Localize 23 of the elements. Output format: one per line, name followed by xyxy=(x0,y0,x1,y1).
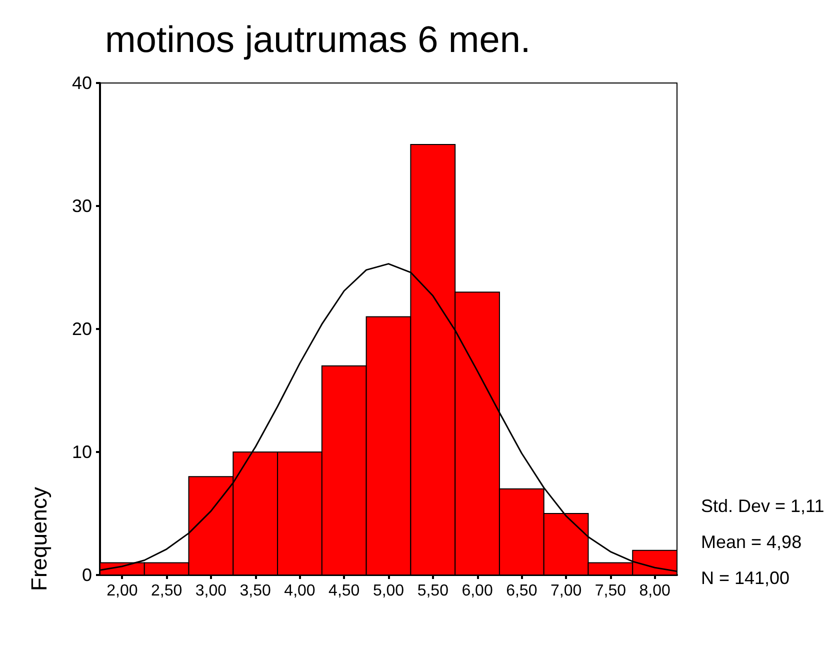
text: Mean = 4,98 xyxy=(701,532,802,552)
y-tick-label: 20 xyxy=(72,319,92,339)
y-tick-label: 40 xyxy=(72,73,92,93)
x-tick-label: 3,50 xyxy=(240,582,272,600)
text: N = 141,00 xyxy=(701,568,790,588)
x-tick-label: 7,00 xyxy=(550,582,582,600)
x-tick-label: 7,50 xyxy=(594,582,626,600)
y-axis-title: Frequency xyxy=(26,487,52,591)
x-tick-label: 6,50 xyxy=(506,582,538,600)
y-tick-label: 0 xyxy=(82,565,92,585)
x-tick-label: 5,50 xyxy=(417,582,449,600)
text: Std. Dev = 1,11 xyxy=(701,496,824,516)
x-tick-label: 4,00 xyxy=(284,582,316,600)
y-tick-label: 30 xyxy=(72,196,92,216)
x-tick-label: 2,00 xyxy=(106,582,138,600)
y-tick-label: 10 xyxy=(72,442,92,462)
x-tick-label: 2,50 xyxy=(151,582,182,600)
x-tick-label: 3,00 xyxy=(195,582,227,600)
x-tick-label: 6,00 xyxy=(462,582,493,600)
x-tick-label: 8,00 xyxy=(639,582,670,600)
x-tick-label: 4,50 xyxy=(328,582,360,600)
x-tick-label: 5,00 xyxy=(372,582,404,600)
chart-title: motinos jautrumas 6 men. xyxy=(105,19,531,60)
